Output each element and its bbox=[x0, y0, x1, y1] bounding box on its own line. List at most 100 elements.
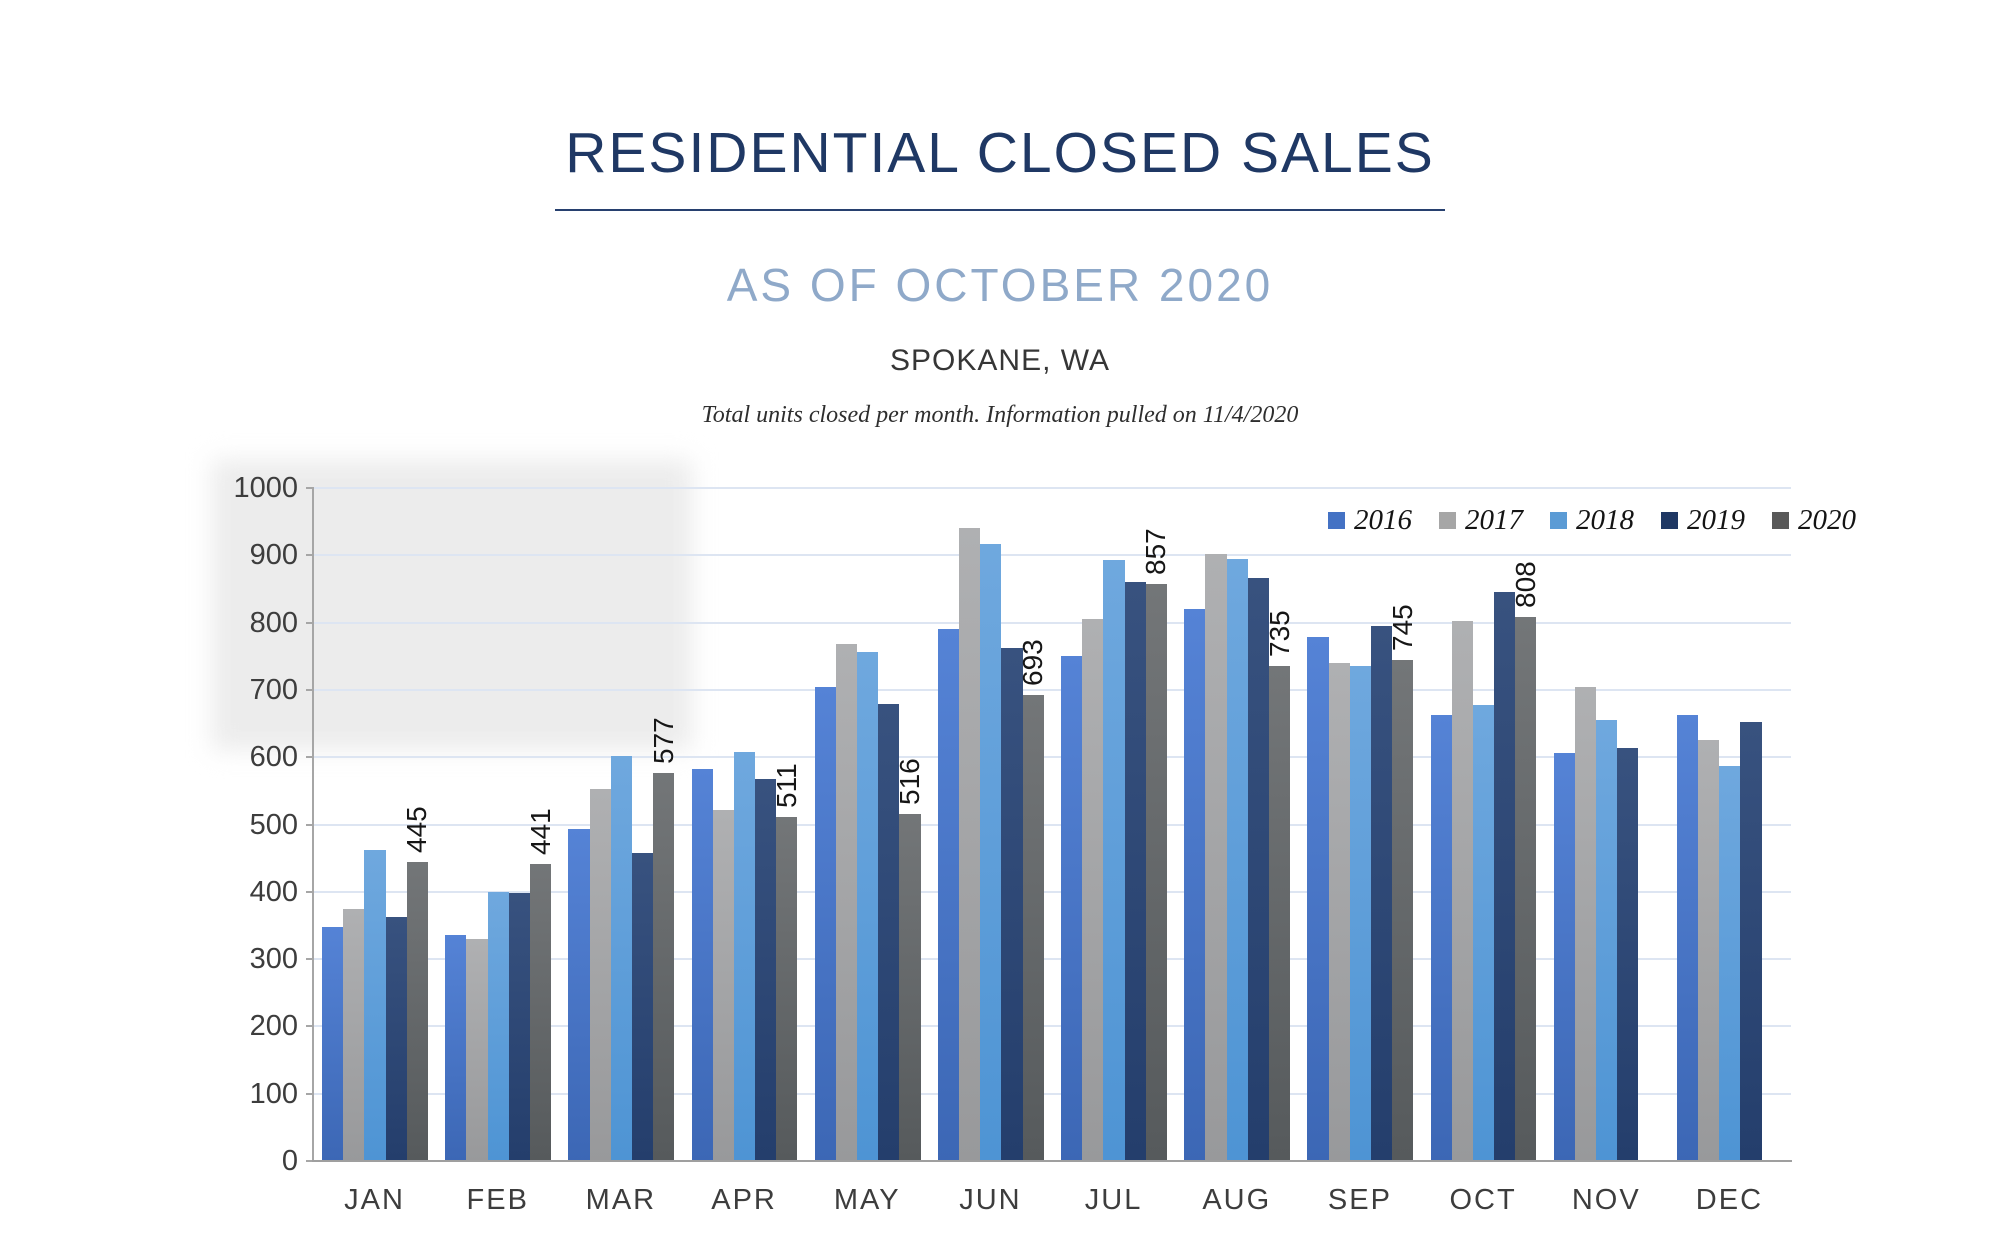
data-label-2020-apr: 511 bbox=[770, 763, 802, 809]
x-axis-label-dec: DEC bbox=[1695, 1184, 1764, 1216]
bar-2020-feb bbox=[529, 864, 552, 1161]
legend-swatch-2017 bbox=[1439, 511, 1456, 529]
data-label-2020-mar: 577 bbox=[647, 716, 679, 764]
bar-2017-jul bbox=[1082, 619, 1104, 1161]
y-axis-tick bbox=[306, 1092, 314, 1095]
gridline bbox=[313, 756, 1791, 759]
bar-2019-sep bbox=[1370, 625, 1393, 1161]
month-group-feb: 441 bbox=[436, 488, 559, 1161]
bar-2018-apr bbox=[733, 751, 756, 1161]
y-axis-tick bbox=[306, 554, 314, 557]
bar-2018-jun bbox=[980, 543, 1002, 1161]
bar-2019-may bbox=[878, 704, 900, 1161]
bar-2016-feb bbox=[445, 934, 467, 1161]
y-axis bbox=[312, 488, 314, 1161]
x-axis-label-aug: AUG bbox=[1202, 1184, 1272, 1216]
month-group-sep: 745 bbox=[1298, 488, 1421, 1161]
month-group-jul: 857 bbox=[1052, 488, 1175, 1161]
gridline bbox=[313, 487, 1791, 489]
bar-2020-may bbox=[899, 813, 921, 1161]
data-label-2020-feb: 441 bbox=[524, 808, 556, 856]
bar-2018-sep bbox=[1349, 665, 1371, 1161]
month-group-aug: 735 bbox=[1175, 488, 1298, 1161]
bar-2018-jan bbox=[364, 850, 386, 1161]
month-group-jun: 693 bbox=[929, 488, 1052, 1161]
y-axis-label: 100 bbox=[249, 1077, 298, 1110]
bar-2016-aug bbox=[1184, 609, 1206, 1161]
legend-label-2020: 2020 bbox=[1798, 503, 1856, 536]
bar-2019-nov bbox=[1617, 748, 1639, 1161]
gridline bbox=[313, 1025, 1791, 1028]
page-location: SPOKANE, WA bbox=[890, 344, 1110, 377]
bar-2019-jul bbox=[1124, 582, 1146, 1161]
gridline bbox=[313, 1092, 1791, 1095]
bar-2018-dec bbox=[1719, 765, 1741, 1161]
month-group-mar: 577 bbox=[559, 488, 682, 1161]
data-label-2020-sep: 745 bbox=[1386, 603, 1418, 651]
data-label-2020-jul: 857 bbox=[1140, 528, 1172, 576]
bar-2016-jun bbox=[937, 629, 960, 1161]
bar-2019-apr bbox=[755, 779, 777, 1161]
y-axis-tick bbox=[306, 487, 314, 489]
y-axis-label: 600 bbox=[249, 741, 298, 774]
bar-2016-dec bbox=[1676, 715, 1699, 1161]
bar-2017-nov bbox=[1574, 686, 1597, 1161]
gridline bbox=[313, 554, 1791, 557]
data-label-2020-may: 516 bbox=[894, 758, 926, 805]
x-axis-label-feb: FEB bbox=[466, 1184, 529, 1216]
bar-2017-aug bbox=[1205, 553, 1227, 1161]
bar-2017-jun bbox=[959, 528, 981, 1161]
bar-2016-may bbox=[814, 686, 836, 1161]
bar-2019-jun bbox=[1001, 648, 1023, 1161]
y-axis-tick bbox=[306, 958, 314, 961]
bar-2017-apr bbox=[712, 809, 734, 1161]
y-axis-tick bbox=[306, 1160, 314, 1162]
y-axis-label: 300 bbox=[249, 943, 298, 976]
bar-2017-jan bbox=[343, 909, 365, 1161]
legend-item-2016: 2016 bbox=[1328, 503, 1412, 536]
title-underline bbox=[555, 209, 1445, 211]
bar-2019-dec bbox=[1740, 721, 1762, 1161]
bar-2019-jan bbox=[385, 917, 407, 1161]
month-group-dec bbox=[1668, 488, 1791, 1161]
legend-label-2016: 2016 bbox=[1354, 503, 1412, 536]
month-group-nov bbox=[1545, 488, 1668, 1161]
y-axis-tick bbox=[306, 890, 314, 893]
legend-item-2017: 2017 bbox=[1439, 505, 1523, 535]
x-axis-label-jan: JAN bbox=[344, 1184, 405, 1216]
legend-swatch-2018 bbox=[1550, 511, 1567, 529]
bar-2017-feb bbox=[466, 938, 488, 1161]
month-group-oct: 808 bbox=[1422, 488, 1545, 1161]
legend-item-2018: 2018 bbox=[1550, 505, 1634, 535]
bar-2018-may bbox=[857, 651, 879, 1161]
bar-2018-mar bbox=[610, 755, 632, 1161]
bar-2016-mar bbox=[568, 829, 590, 1161]
bar-2019-mar bbox=[631, 853, 654, 1161]
x-axis-label-jun: JUN bbox=[959, 1184, 1022, 1216]
bar-2016-jul bbox=[1061, 656, 1083, 1161]
background-shadow-panel bbox=[212, 460, 692, 750]
legend-item-2020: 2020 bbox=[1772, 503, 1856, 536]
bar-2017-may bbox=[835, 644, 858, 1161]
page-title: RESIDENTIAL CLOSED SALES bbox=[565, 121, 1435, 185]
y-axis-tick bbox=[306, 621, 314, 624]
data-label-2020-aug: 735 bbox=[1263, 610, 1295, 658]
bar-2018-aug bbox=[1226, 558, 1248, 1161]
bar-2016-oct bbox=[1430, 714, 1452, 1161]
y-axis-label: 1000 bbox=[233, 472, 298, 504]
bar-2017-mar bbox=[589, 788, 611, 1161]
y-axis-tick bbox=[306, 823, 314, 826]
gridline bbox=[313, 823, 1791, 826]
y-axis-label: 200 bbox=[249, 1010, 298, 1043]
x-axis-label-oct: OCT bbox=[1449, 1184, 1517, 1216]
bar-2018-feb bbox=[487, 891, 509, 1161]
data-label-2020-jun: 693 bbox=[1017, 638, 1049, 686]
bar-2017-dec bbox=[1698, 739, 1720, 1161]
bar-2020-aug bbox=[1268, 666, 1291, 1161]
x-axis-label-mar: MAR bbox=[585, 1184, 657, 1216]
bar-2020-jun bbox=[1022, 694, 1044, 1161]
x-axis-label-apr: APR bbox=[711, 1184, 777, 1216]
legend-item-2019: 2019 bbox=[1661, 505, 1745, 535]
